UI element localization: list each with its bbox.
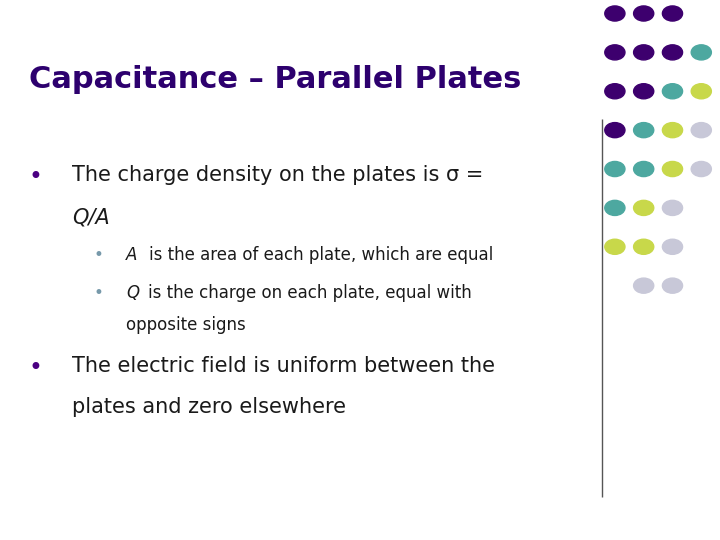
Circle shape (605, 84, 625, 99)
Circle shape (691, 161, 711, 177)
Circle shape (634, 239, 654, 254)
Circle shape (662, 239, 683, 254)
Circle shape (662, 161, 683, 177)
Circle shape (691, 123, 711, 138)
Circle shape (662, 6, 683, 21)
Circle shape (605, 161, 625, 177)
Circle shape (691, 84, 711, 99)
Text: A: A (126, 246, 138, 264)
Circle shape (605, 45, 625, 60)
Circle shape (634, 6, 654, 21)
Circle shape (634, 45, 654, 60)
Circle shape (662, 123, 683, 138)
Text: The charge density on the plates is σ =: The charge density on the plates is σ = (72, 165, 483, 185)
Circle shape (605, 200, 625, 215)
Circle shape (605, 239, 625, 254)
Circle shape (634, 123, 654, 138)
Text: •: • (29, 356, 42, 380)
Circle shape (662, 84, 683, 99)
Circle shape (662, 200, 683, 215)
Circle shape (634, 200, 654, 215)
Circle shape (634, 278, 654, 293)
Circle shape (605, 123, 625, 138)
Circle shape (634, 161, 654, 177)
Text: •: • (29, 165, 42, 188)
Text: •: • (94, 284, 104, 301)
Circle shape (662, 45, 683, 60)
Circle shape (605, 6, 625, 21)
Circle shape (662, 278, 683, 293)
Text: Q: Q (126, 284, 139, 301)
Circle shape (634, 84, 654, 99)
Text: Capacitance – Parallel Plates: Capacitance – Parallel Plates (29, 65, 521, 94)
Text: is the charge on each plate, equal with: is the charge on each plate, equal with (148, 284, 472, 301)
Text: Q/A: Q/A (72, 208, 109, 228)
Text: plates and zero elsewhere: plates and zero elsewhere (72, 397, 346, 417)
Text: is the area of each plate, which are equal: is the area of each plate, which are equ… (149, 246, 493, 264)
Text: opposite signs: opposite signs (126, 316, 246, 334)
Circle shape (691, 45, 711, 60)
Text: The electric field is uniform between the: The electric field is uniform between th… (72, 356, 495, 376)
Text: •: • (94, 246, 104, 264)
